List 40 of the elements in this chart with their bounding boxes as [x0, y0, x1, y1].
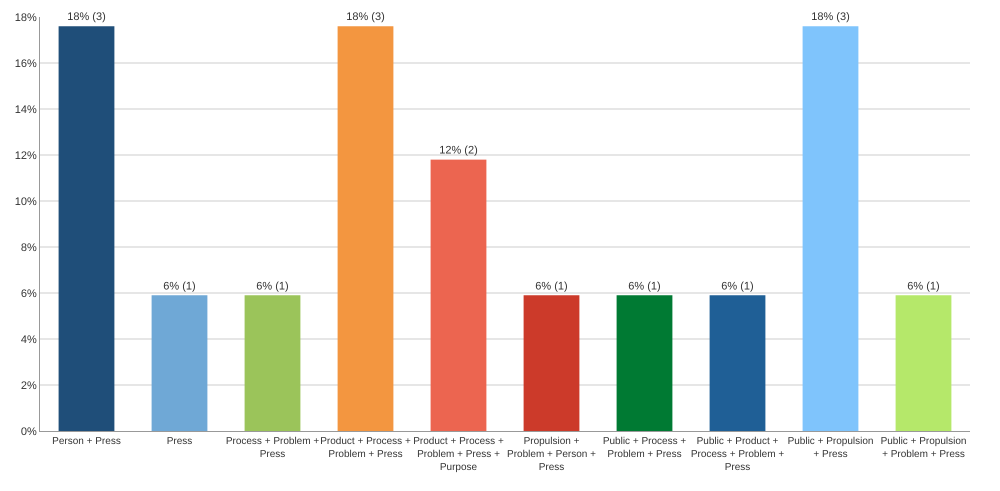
data-label: 6% (1) [256, 280, 289, 292]
bar [152, 295, 208, 431]
x-tick-label: Product + Process + Problem + Press [320, 436, 411, 460]
bar [802, 26, 858, 431]
data-label: 18% (3) [346, 11, 385, 24]
y-tick-label: 14% [14, 104, 38, 116]
x-tick-label: Public + Product + Process + Problem + Press [690, 436, 784, 473]
y-tick-label: 12% [14, 150, 38, 162]
x-tick-label: Press [166, 436, 192, 447]
data-label: 18% (3) [67, 11, 106, 24]
y-tick-label: 8% [20, 242, 38, 254]
bar [244, 295, 300, 431]
y-tick-label: 16% [14, 58, 38, 70]
x-tick-label: Public + Propulsion + Press [788, 436, 874, 460]
y-tick-label: 18% [14, 12, 38, 24]
x-tick-label: Propulsion + Problem + Person + Press [507, 436, 596, 473]
y-tick-label: 6% [20, 288, 38, 300]
bar [524, 295, 580, 431]
y-tick-label: 0% [20, 426, 38, 438]
y-tick-label: 2% [20, 380, 38, 392]
x-tick-label: Process + Problem + Press [226, 436, 320, 460]
x-tick-label: Product + Process + Problem + Press + Purpose [413, 436, 504, 473]
x-tick-label: Person + Press [52, 436, 121, 447]
data-label: 18% (3) [811, 11, 850, 24]
data-label: 12% (2) [439, 144, 478, 157]
y-tick-label: 4% [20, 334, 38, 346]
x-tick-label: Public + Propulsion + Problem + Press [880, 436, 966, 460]
bar [710, 295, 766, 431]
x-tick-label: Public + Process + Problem + Press [602, 436, 686, 460]
bar [430, 160, 486, 431]
data-label: 6% (1) [535, 280, 568, 292]
bar [58, 26, 114, 431]
data-label: 6% (1) [907, 280, 940, 292]
y-tick-label: 10% [14, 196, 38, 208]
bar [338, 26, 394, 431]
data-label: 6% (1) [163, 280, 196, 292]
data-label: 6% (1) [628, 280, 661, 292]
data-label: 6% (1) [721, 280, 754, 292]
bar [896, 295, 952, 431]
bar [616, 295, 672, 431]
